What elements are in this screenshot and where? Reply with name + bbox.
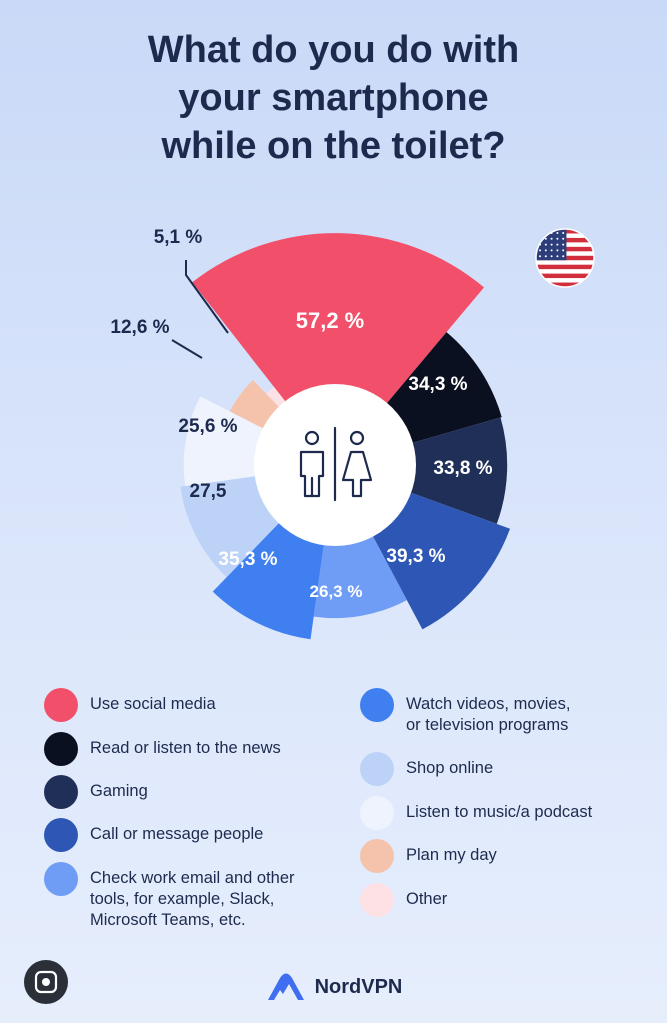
data-label-read-or-listen-to-the-news: 34,3 % (408, 374, 467, 395)
legend-item-use-social-media: Use social media (44, 688, 216, 722)
legend-swatch (360, 839, 394, 873)
legend: Use social media Read or listen to the ne… (0, 688, 667, 938)
slice-shop-online (180, 476, 280, 578)
legend-item-shop-online: Shop online (360, 752, 494, 786)
slice-watch-videos-movies-or-television-progra (212, 522, 324, 640)
legend-label: Shop online (406, 759, 494, 777)
us-flag-icon (535, 228, 595, 288)
legend-label: Read or listen to the news (90, 739, 281, 757)
legend-item-gaming: Gaming (44, 775, 148, 809)
legend-item-watch-videos-movies-or-television-progra: Watch videos, movies, or television prog… (360, 688, 570, 736)
legend-item-listen-to-music-a-podcast: Listen to music/a podcast (360, 796, 593, 830)
chart-title-line-1: What do you do with (147, 29, 520, 71)
data-label-gaming: 33,8 % (433, 458, 492, 479)
legend-label: Other (406, 890, 448, 908)
data-label-watch-videos-movies-or-television-progra: 35,3 % (218, 549, 277, 570)
legend-swatch (44, 818, 78, 852)
slice-read-or-listen-to-the-news (386, 332, 502, 443)
legend-swatch (360, 688, 394, 722)
data-label-other: 5,1 % (154, 227, 203, 248)
brand: NordVPN (0, 972, 667, 1007)
chart-data-labels: 57,2 % 34,3 % 33,8 % 39,3 % 26,3 % 35,3 % 27,5… (110, 227, 492, 601)
legend-label: Listen to music/a podcast (406, 803, 593, 821)
lens-icon[interactable] (24, 960, 68, 1004)
legend-swatch (44, 862, 78, 896)
slice-check-work-email-and-other-tools-for-exa (313, 535, 407, 619)
slice-listen-to-music-a-podcast (183, 396, 264, 487)
chart-leader-lines (171, 260, 229, 359)
leader-line-other (185, 260, 229, 334)
legend-item-check-work-email-and-other-tools-for-exa: Check work email and other tools, for ex… (44, 862, 295, 931)
data-label-plan-my-day: 12,6 % (110, 317, 169, 338)
legend-label: Watch videos, movies, or television prog… (406, 695, 571, 734)
legend-swatch (44, 732, 78, 766)
legend-label: Check work email and other tools, for ex… (90, 869, 295, 929)
legend-item-read-or-listen-to-the-news: Read or listen to the news (44, 732, 281, 766)
legend-label: Call or message people (90, 825, 264, 843)
slice-gaming (410, 417, 508, 524)
legend-item-plan-my-day: Plan my day (360, 839, 497, 873)
legend-label: Use social media (90, 695, 216, 713)
legend-item-other: Other (360, 883, 448, 917)
legend-swatch (360, 883, 394, 917)
brand-name: NordVPN (314, 975, 403, 998)
data-label-call-or-message-people: 39,3 % (386, 546, 445, 567)
data-label-shop-online: 27,5 (190, 481, 227, 502)
slice-call-or-message-people (372, 492, 510, 630)
slice-plan-my-day (229, 380, 280, 429)
legend-item-call-or-message-people: Call or message people (44, 818, 264, 852)
legend-swatch (360, 752, 394, 786)
nordvpn-logo-icon (267, 973, 304, 1000)
chart-title-line-3: while on the toilet? (161, 125, 506, 167)
legend-label: Gaming (90, 782, 148, 800)
data-label-listen-to-music-a-podcast: 25,6 % (178, 416, 237, 437)
legend-swatch (360, 796, 394, 830)
legend-swatch (44, 688, 78, 722)
leader-line-plan-my-day (171, 339, 203, 359)
chart-title-line-2: your smartphone (178, 77, 489, 119)
legend-label: Plan my day (406, 846, 497, 864)
slice-other (266, 386, 286, 408)
data-label-check-work-email-and-other-tools-for-exa: 26,3 % (310, 582, 363, 601)
chart-slices (180, 233, 510, 640)
rose-donut-chart: 57,2 % 34,3 % 33,8 % 39,3 % 26,3 % 35,3 % 27,5… (110, 227, 595, 640)
data-label-use-social-media: 57,2 % (296, 308, 365, 333)
slice-use-social-media (192, 233, 485, 404)
legend-swatch (44, 775, 78, 809)
restroom-icon (299, 426, 373, 502)
chart-title: What do you do with your smartphone whil… (0, 26, 667, 170)
